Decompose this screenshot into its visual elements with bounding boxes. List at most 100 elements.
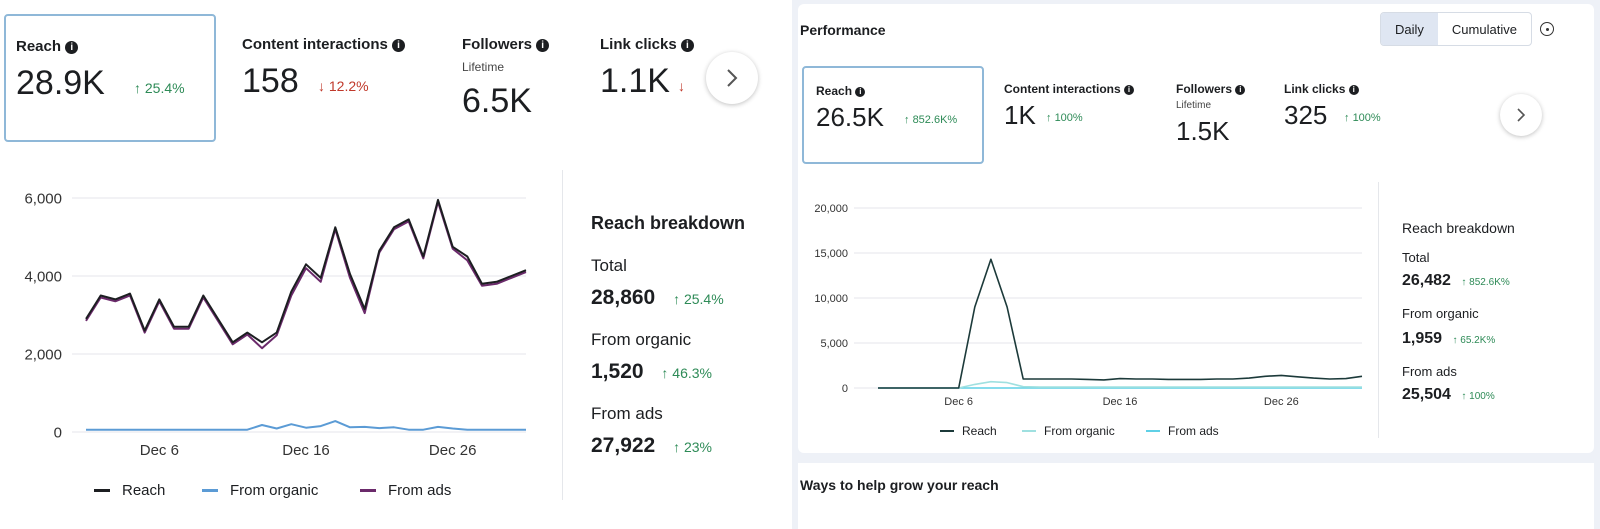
breakdown-ads-value: 25,504 ↑ 100% <box>1402 386 1495 404</box>
performance-line-chart: 0 5,000 10,000 15,000 20,000 Dec 6 Dec 16 Dec 2… <box>814 203 1363 408</box>
x-tick-label: Dec 26 <box>429 442 477 459</box>
x-tick-label: Dec 16 <box>282 442 330 459</box>
info-icon: i <box>1124 84 1135 95</box>
legend-from-organic[interactable]: From organic <box>202 482 318 499</box>
value: 1,520 <box>591 360 644 383</box>
legend-reach[interactable]: Reach <box>94 482 165 499</box>
info-icon: i <box>65 40 79 54</box>
legend-from-ads[interactable]: From ads <box>1146 424 1219 438</box>
grow-reach-section: Ways to help grow your reach <box>798 463 1594 529</box>
metric-title: Link clicks <box>600 36 677 53</box>
arrow-up-icon: ↑ <box>134 80 141 96</box>
metric-change: ↑ 25.4% <box>134 80 185 96</box>
next-metrics-button[interactable] <box>1500 94 1542 136</box>
toggle-cumulative[interactable]: Cumulative <box>1451 21 1517 37</box>
legend-swatch <box>202 489 218 492</box>
y-tick-label: 2,000 <box>24 346 62 363</box>
metric-change: ↑ 100% <box>1046 112 1083 124</box>
legend-label: From organic <box>230 482 319 499</box>
value: 26,482 <box>1402 272 1451 289</box>
metric-title: Reach <box>816 84 853 98</box>
info-icon: i <box>392 38 406 52</box>
chart-divider <box>562 170 563 500</box>
breakdown-ads-label: From ads <box>1402 364 1457 379</box>
metric-card-content-interactions[interactable]: Content interactions i 1K ↑ 100% <box>998 66 1158 160</box>
legend-swatch <box>1146 430 1160 432</box>
reach-line-chart: 0 2,000 4,000 6,000 Dec 6 Dec 16 Dec 26 <box>24 190 527 459</box>
change-value: 65.2K% <box>1460 335 1496 346</box>
legend-swatch <box>94 489 110 492</box>
breakdown-ads-label: From ads <box>591 404 663 423</box>
value: 25,504 <box>1402 386 1451 403</box>
metric-value: 1.5K <box>1176 116 1230 146</box>
metric-title: Followers <box>1176 82 1233 96</box>
grow-reach-title: Ways to help grow your reach <box>800 477 999 493</box>
y-tick-label: 4,000 <box>24 268 62 285</box>
info-icon: i <box>536 38 550 52</box>
metric-value: 28.9K <box>16 64 105 102</box>
breakdown-organic-label: From organic <box>591 330 692 349</box>
y-tick-label: 15,000 <box>814 248 848 260</box>
settings-icon[interactable] <box>1540 22 1554 36</box>
metric-title: Followers <box>462 36 533 53</box>
series-line-reach <box>85 198 527 344</box>
series-line-reach <box>878 258 1363 389</box>
chevron-right-icon <box>727 69 738 87</box>
change-value: 852.6K% <box>1469 277 1510 288</box>
metric-change: ↑ 852.6K% <box>904 114 957 126</box>
breakdown-total-label: Total <box>591 256 627 275</box>
metric-value: 325 <box>1284 100 1328 130</box>
series-line-from-ads <box>85 200 527 350</box>
change-value: 23% <box>683 439 712 455</box>
y-tick-label: 5,000 <box>820 338 848 350</box>
change: ↑ 25.4% <box>673 291 724 307</box>
arrow-down-icon: ↓ <box>318 78 325 94</box>
metric-title: Content interactions <box>242 36 388 53</box>
metric-change: ↑ 100% <box>1344 112 1381 124</box>
arrow-down-icon: ↓ <box>678 78 685 94</box>
value: 28,860 <box>591 286 656 309</box>
series-line-from-organic <box>86 420 526 431</box>
y-tick-label: 20,000 <box>814 203 848 215</box>
metric-card-link-clicks[interactable]: Link clicks i 1.1K ↓ <box>590 20 710 130</box>
legend-reach[interactable]: Reach <box>940 424 997 438</box>
arrow-up-icon: ↑ <box>1046 112 1052 124</box>
metric-change: ↓ 12.2% <box>318 78 369 94</box>
breakdown-total-label: Total <box>1402 250 1430 265</box>
change: ↑ 23% <box>673 439 712 455</box>
metric-card-content-interactions[interactable]: Content interactions i 158 ↓ 12.2% <box>232 20 432 130</box>
metric-subtitle: Lifetime <box>1176 100 1212 111</box>
legend-label: From ads <box>388 482 452 499</box>
next-metrics-button[interactable] <box>706 52 758 104</box>
metric-change-value: 852.6K% <box>912 114 958 126</box>
arrow-up-icon: ↑ <box>904 114 910 126</box>
metric-card-followers[interactable]: Followers i Lifetime 6.5K <box>452 20 582 130</box>
metric-card-reach[interactable]: Reach i 26.5K ↑ 852.6K% <box>802 66 984 164</box>
x-tick-label: Dec 6 <box>944 396 973 408</box>
toggle-daily[interactable]: Daily <box>1381 13 1438 45</box>
change-value: 100% <box>1469 391 1495 402</box>
daily-cumulative-toggle: Daily Cumulative <box>1380 12 1532 46</box>
legend-from-ads[interactable]: From ads <box>360 482 451 499</box>
metric-title: Link clicks <box>1284 82 1346 96</box>
arrow-up-icon: ↑ <box>1344 112 1350 124</box>
change: ↑ 852.6K% <box>1461 277 1510 288</box>
metric-value: 1.1K <box>600 62 670 100</box>
change: ↑ 46.3% <box>661 365 712 381</box>
x-tick-label: Dec 26 <box>1264 396 1299 408</box>
left-insights-panel: Reach i 28.9K ↑ 25.4% Content interactio… <box>0 0 790 529</box>
metric-value: 26.5K <box>816 102 884 132</box>
x-tick-label: Dec 6 <box>140 442 179 459</box>
info-icon: i <box>855 86 866 97</box>
info-icon: i <box>1235 84 1246 95</box>
legend-from-organic[interactable]: From organic <box>1022 424 1115 438</box>
legend-label: From ads <box>1168 424 1219 438</box>
metric-card-reach[interactable]: Reach i 28.9K ↑ 25.4% <box>4 14 216 142</box>
metric-value: 158 <box>242 62 299 100</box>
performance-title: Performance <box>800 22 886 38</box>
metric-card-followers[interactable]: Followers i Lifetime 1.5K <box>1170 66 1270 160</box>
breakdown-total-value: 26,482 ↑ 852.6K% <box>1402 272 1510 290</box>
metric-card-link-clicks[interactable]: Link clicks i 325 ↑ 100% <box>1278 66 1418 160</box>
breakdown-title: Reach breakdown <box>1402 220 1515 236</box>
breakdown-organic-value: 1,520 ↑ 46.3% <box>591 360 712 384</box>
